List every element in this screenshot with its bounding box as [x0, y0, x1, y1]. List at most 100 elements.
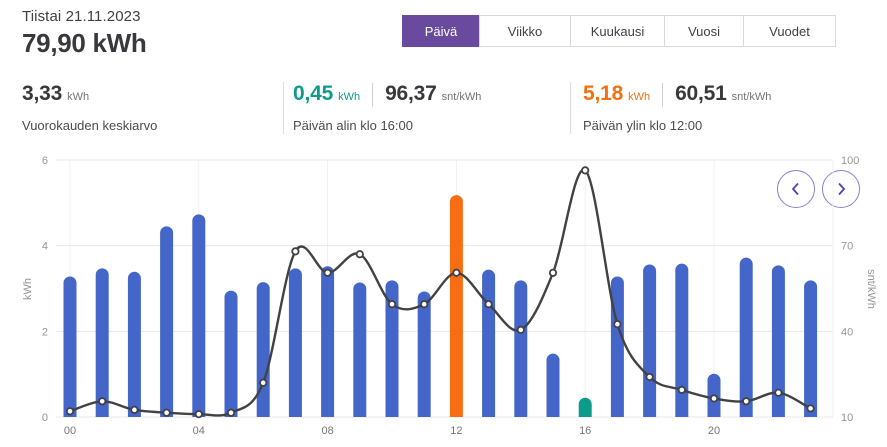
consumption-bar-02[interactable] — [127, 271, 141, 417]
left-axis-tick: 0 — [42, 412, 48, 424]
left-axis-label: kWh — [22, 278, 34, 300]
consumption-bar-06[interactable] — [256, 282, 270, 417]
consumption-bar-21[interactable] — [739, 257, 753, 417]
consumption-bar-17[interactable] — [610, 276, 624, 417]
value-divider — [662, 83, 664, 107]
consumption-bar-11[interactable] — [417, 291, 431, 417]
stats-divider — [570, 82, 571, 134]
price-point-12[interactable] — [452, 268, 461, 277]
left-axis-tick: 6 — [42, 155, 48, 167]
x-axis-label: 04 — [193, 425, 205, 437]
consumption-price-chart: 0 10 2 40 4 70 6 100 kWh snt/kWh 00 04 08 12 16 20 — [22, 155, 877, 437]
price-point-05[interactable] — [226, 408, 236, 417]
price-point-21[interactable] — [742, 397, 751, 406]
left-axis-tick: 2 — [42, 326, 48, 338]
tab-paiva[interactable]: Päivä — [402, 15, 480, 47]
chevron-right-icon — [838, 182, 846, 196]
total-consumption: 79,90 kWh — [22, 28, 147, 58]
price-point-16[interactable] — [581, 166, 590, 175]
price-point-04[interactable] — [194, 410, 203, 419]
max-kwh-unit: kWh — [628, 91, 651, 103]
tab-vuodet[interactable]: Vuodet — [743, 15, 836, 47]
average-value: 3,33 — [22, 82, 63, 105]
price-point-11[interactable] — [420, 300, 429, 309]
tab-viikko[interactable]: Viikko — [479, 15, 571, 47]
consumption-bar-10[interactable] — [385, 280, 399, 417]
price-point-23[interactable] — [806, 404, 815, 413]
consumption-bar-19[interactable] — [675, 263, 689, 417]
consumption-bar-18[interactable] — [643, 264, 657, 417]
right-axis-tick: 100 — [841, 155, 859, 167]
price-line — [68, 168, 812, 417]
consumption-bar-16[interactable] — [578, 397, 592, 417]
consumption-bar-14[interactable] — [514, 280, 528, 417]
min-caption: Päivän alin klo 16:00 — [293, 118, 413, 133]
left-axis-tick: 4 — [42, 241, 48, 253]
consumption-bar-23[interactable] — [804, 280, 818, 417]
consumption-bar-08[interactable] — [321, 266, 335, 417]
consumption-bar-07[interactable] — [288, 268, 302, 417]
x-axis-label: 08 — [321, 425, 333, 437]
period-tabs: Päivä Viikko Kuukausi Vuosi Vuodet — [402, 15, 836, 47]
price-point-13[interactable] — [484, 300, 493, 309]
stat-daily-average: 3,33 kWh Vuorokauden keskiarvo — [22, 82, 157, 133]
stat-daily-max: 5,18 kWh 60,51 snt/kWh Päivän ylin klo 1… — [583, 82, 771, 133]
min-price-value: 96,37 — [385, 82, 437, 105]
right-axis-tick: 40 — [841, 326, 853, 338]
price-point-22[interactable] — [774, 388, 783, 397]
consumption-bar-04[interactable] — [192, 214, 206, 417]
max-caption: Päivän ylin klo 12:00 — [583, 118, 703, 133]
consumption-bar-03[interactable] — [160, 226, 174, 417]
price-point-03[interactable] — [162, 408, 171, 417]
price-point-02[interactable] — [130, 405, 139, 414]
price-point-19[interactable] — [677, 385, 686, 394]
min-kwh-value: 0,45 — [293, 82, 334, 105]
consumption-bar-00[interactable] — [63, 276, 77, 417]
chart-area: 0 10 2 40 4 70 6 100 kWh snt/kWh 00 04 08 12 16 20 — [0, 150, 887, 442]
x-axis-label: 20 — [708, 425, 720, 437]
nav-next-button[interactable] — [822, 170, 860, 208]
price-point-17[interactable] — [613, 320, 622, 329]
date-navigation — [777, 170, 860, 208]
consumption-bar-09[interactable] — [353, 282, 367, 417]
x-axis-label: 00 — [64, 425, 76, 437]
right-axis-tick: 70 — [841, 241, 853, 253]
date-label: Tiistai 21.11.2023 — [22, 8, 141, 25]
nav-prev-button[interactable] — [777, 170, 815, 208]
price-point-01[interactable] — [98, 397, 107, 406]
average-unit: kWh — [67, 91, 90, 103]
price-point-09[interactable] — [355, 250, 364, 259]
price-point-08[interactable] — [323, 268, 332, 277]
x-axis-label: 16 — [579, 425, 591, 437]
price-point-18[interactable] — [645, 372, 654, 382]
consumption-bar-13[interactable] — [482, 269, 496, 417]
right-axis-label: snt/kWh — [865, 269, 877, 309]
price-point-06[interactable] — [259, 378, 268, 387]
value-divider — [372, 83, 374, 107]
chevron-left-icon — [791, 182, 799, 196]
right-axis-tick: 10 — [841, 412, 853, 424]
tab-kuukausi[interactable]: Kuukausi — [570, 15, 665, 47]
price-point-07[interactable] — [291, 247, 300, 256]
consumption-bar-15[interactable] — [546, 353, 560, 417]
price-point-10[interactable] — [387, 300, 397, 309]
stats-row: 3,33 kWh Vuorokauden keskiarvo 0,45 kWh … — [0, 82, 887, 208]
x-axis-label: 12 — [450, 425, 462, 437]
max-kwh-value: 5,18 — [583, 82, 624, 105]
max-price-unit: snt/kWh — [731, 91, 772, 103]
stat-daily-min: 0,45 kWh 96,37 snt/kWh Päivän alin klo 1… — [293, 82, 481, 133]
max-price-value: 60,51 — [675, 82, 727, 105]
consumption-bar-01[interactable] — [95, 268, 109, 417]
tab-vuosi[interactable]: Vuosi — [664, 15, 744, 47]
price-point-20[interactable] — [709, 394, 719, 403]
consumption-bar-22[interactable] — [771, 265, 785, 417]
min-kwh-unit: kWh — [338, 91, 361, 103]
price-point-00[interactable] — [65, 407, 75, 416]
average-caption: Vuorokauden keskiarvo — [22, 118, 158, 133]
stats-divider — [283, 82, 284, 134]
consumption-bar-12[interactable] — [449, 195, 463, 417]
price-point-15[interactable] — [548, 268, 558, 277]
price-point-14[interactable] — [516, 325, 525, 335]
consumption-bar-05[interactable] — [224, 290, 238, 417]
min-price-unit: snt/kWh — [441, 91, 482, 103]
